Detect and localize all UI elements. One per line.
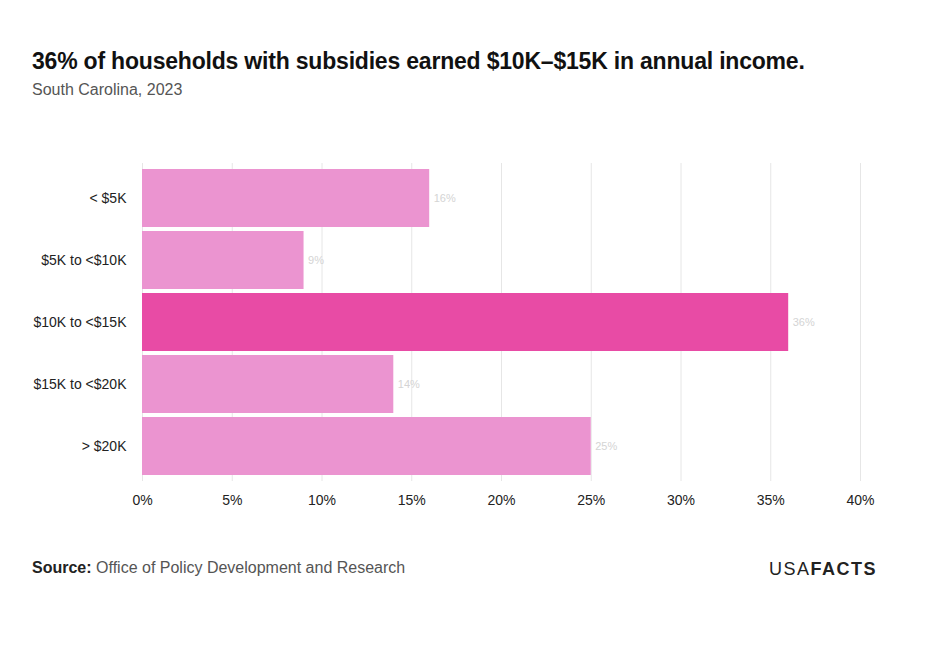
html-text:36% of households with subsidi: 36% of households with subsidies earned … bbox=[32, 48, 805, 74]
html-text:USA FACTS: USA FACTS bbox=[769, 559, 877, 579]
html-text:Source: Office of Policy Devel: Source: Office of Policy Development and… bbox=[32, 559, 406, 576]
svg-text:40%: 40% bbox=[846, 492, 874, 508]
svg-text:25%: 25% bbox=[595, 440, 617, 452]
svg-text:16%: 16% bbox=[434, 192, 456, 204]
svg-text:0%: 0% bbox=[132, 492, 152, 508]
svg-text:10%: 10% bbox=[308, 492, 336, 508]
svg-text:14%: 14% bbox=[398, 378, 420, 390]
svg-text:36%: 36% bbox=[793, 316, 815, 328]
svg-text:< $5K: < $5K bbox=[90, 190, 128, 206]
svg-text:15%: 15% bbox=[398, 492, 426, 508]
svg-text:9%: 9% bbox=[308, 254, 324, 266]
svg-text:$15K to <$20K: $15K to <$20K bbox=[33, 376, 127, 392]
svg-text:$5K to <$10K: $5K to <$10K bbox=[41, 252, 127, 268]
svg-text:25%: 25% bbox=[577, 492, 605, 508]
svg-text:20%: 20% bbox=[487, 492, 515, 508]
svg-text:> $20K: > $20K bbox=[82, 438, 127, 454]
svg-text:$10K to <$15K: $10K to <$15K bbox=[33, 314, 127, 330]
svg-text:5%: 5% bbox=[222, 492, 242, 508]
html-text:South Carolina, 2023: South Carolina, 2023 bbox=[32, 81, 183, 98]
svg-text:35%: 35% bbox=[757, 492, 785, 508]
svg-text:30%: 30% bbox=[667, 492, 695, 508]
